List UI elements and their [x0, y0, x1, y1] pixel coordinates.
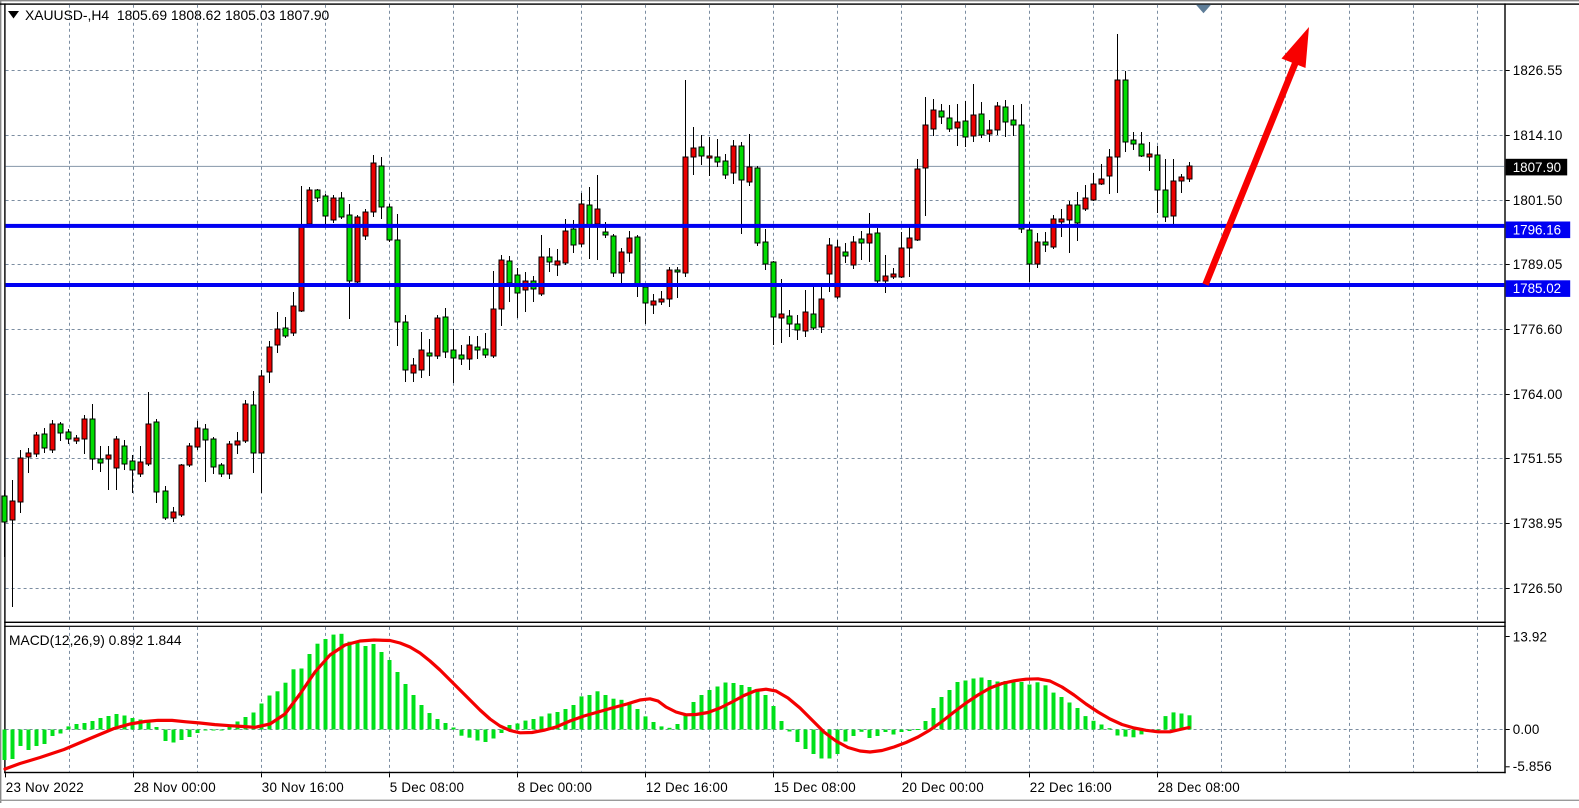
- svg-text:1826.55: 1826.55: [1513, 63, 1563, 78]
- svg-text:13.92: 13.92: [1513, 629, 1548, 644]
- svg-text:1796.16: 1796.16: [1513, 223, 1561, 238]
- svg-text:1785.02: 1785.02: [1513, 281, 1561, 296]
- svg-text:MACD(12,26,9) 0.892 1.844: MACD(12,26,9) 0.892 1.844: [9, 633, 182, 648]
- svg-text:1738.95: 1738.95: [1513, 516, 1563, 531]
- svg-text:8 Dec 00:00: 8 Dec 00:00: [518, 780, 592, 795]
- svg-text:1764.00: 1764.00: [1513, 387, 1563, 402]
- svg-text:20 Dec 00:00: 20 Dec 00:00: [902, 780, 984, 795]
- svg-text:0.00: 0.00: [1513, 722, 1540, 737]
- svg-text:1726.50: 1726.50: [1513, 581, 1563, 596]
- svg-text:30 Nov 16:00: 30 Nov 16:00: [262, 780, 344, 795]
- svg-text:1776.60: 1776.60: [1513, 322, 1563, 337]
- svg-text:5 Dec 08:00: 5 Dec 08:00: [390, 780, 464, 795]
- svg-text:28 Nov 00:00: 28 Nov 00:00: [134, 780, 216, 795]
- svg-text:1807.90: 1807.90: [1513, 160, 1561, 175]
- svg-text:12 Dec 16:00: 12 Dec 16:00: [646, 780, 728, 795]
- svg-text:15 Dec 08:00: 15 Dec 08:00: [774, 780, 856, 795]
- svg-text:22 Dec 16:00: 22 Dec 16:00: [1030, 780, 1112, 795]
- svg-text:1801.50: 1801.50: [1513, 193, 1563, 208]
- svg-text:-5.856: -5.856: [1513, 759, 1552, 774]
- svg-text:XAUUSD-,H4 1805.69 1808.62 18: XAUUSD-,H4 1805.69 1808.62 1805.03 1807.…: [25, 7, 330, 23]
- svg-text:28 Dec 08:00: 28 Dec 08:00: [1158, 780, 1240, 795]
- svg-text:1751.55: 1751.55: [1513, 451, 1563, 466]
- svg-text:1789.05: 1789.05: [1513, 257, 1563, 272]
- svg-text:23 Nov 2022: 23 Nov 2022: [6, 780, 84, 795]
- svg-text:1814.10: 1814.10: [1513, 128, 1563, 143]
